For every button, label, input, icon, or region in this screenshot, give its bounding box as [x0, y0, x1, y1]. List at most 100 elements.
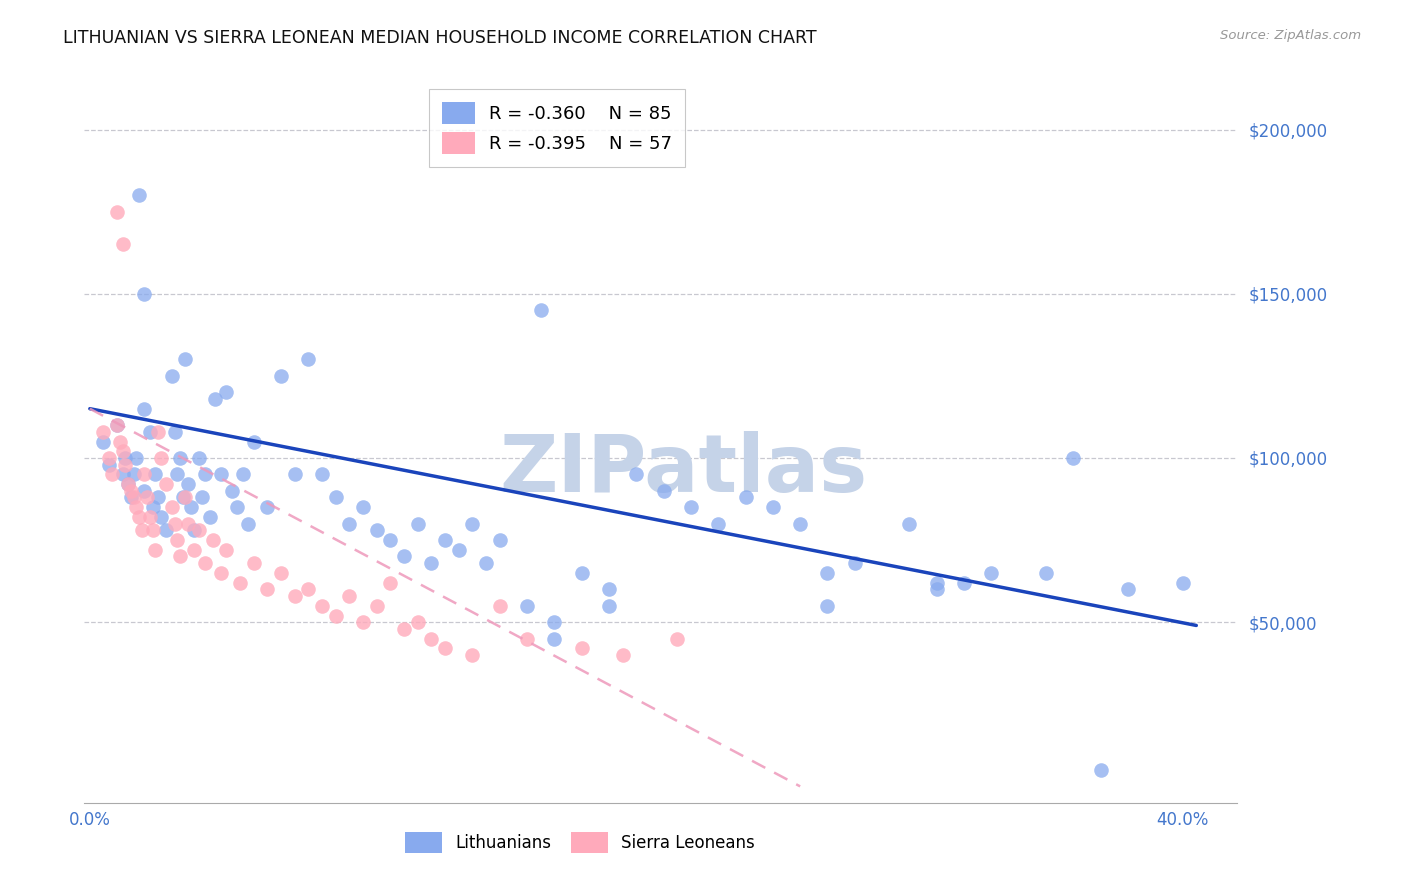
- Point: [1062, 450, 1084, 465]
- Point: [337, 516, 360, 531]
- Point: [111, 444, 134, 458]
- Point: [284, 467, 307, 482]
- Point: [1035, 566, 1057, 580]
- Point: [114, 458, 136, 472]
- Point: [392, 622, 415, 636]
- Point: [193, 467, 215, 482]
- Point: [160, 500, 183, 515]
- Point: [543, 615, 565, 630]
- Point: [242, 434, 264, 449]
- Text: ZIPatlas: ZIPatlas: [499, 432, 868, 509]
- Point: [571, 641, 593, 656]
- Point: [488, 533, 510, 547]
- Point: [953, 575, 976, 590]
- Point: [209, 566, 232, 580]
- Point: [97, 450, 120, 465]
- Point: [598, 582, 620, 597]
- Point: [134, 467, 156, 482]
- Point: [297, 352, 319, 367]
- Point: [105, 204, 128, 219]
- Point: [433, 533, 456, 547]
- Point: [366, 599, 388, 613]
- Point: [134, 483, 156, 498]
- Point: [325, 608, 347, 623]
- Point: [844, 556, 866, 570]
- Point: [100, 467, 122, 482]
- Point: [172, 491, 194, 505]
- Point: [626, 467, 648, 482]
- Point: [136, 491, 159, 505]
- Point: [174, 491, 197, 505]
- Point: [215, 542, 238, 557]
- Point: [311, 467, 333, 482]
- Point: [352, 500, 374, 515]
- Point: [925, 575, 948, 590]
- Point: [734, 491, 756, 505]
- Point: [366, 523, 388, 537]
- Point: [475, 556, 498, 570]
- Point: [145, 467, 167, 482]
- Point: [270, 368, 292, 383]
- Point: [146, 491, 169, 505]
- Point: [93, 425, 115, 439]
- Point: [93, 434, 115, 449]
- Point: [420, 632, 443, 646]
- Point: [188, 450, 211, 465]
- Point: [117, 477, 139, 491]
- Point: [1090, 763, 1112, 777]
- Point: [232, 467, 254, 482]
- Point: [174, 352, 197, 367]
- Point: [209, 467, 232, 482]
- Point: [198, 510, 221, 524]
- Point: [238, 516, 260, 531]
- Point: [980, 566, 1002, 580]
- Point: [146, 425, 169, 439]
- Point: [111, 237, 134, 252]
- Point: [120, 491, 142, 505]
- Point: [128, 510, 150, 524]
- Point: [166, 467, 188, 482]
- Point: [1171, 575, 1194, 590]
- Point: [406, 615, 429, 630]
- Point: [516, 632, 538, 646]
- Point: [191, 491, 214, 505]
- Point: [925, 582, 948, 597]
- Point: [155, 523, 177, 537]
- Point: [125, 500, 148, 515]
- Point: [149, 510, 172, 524]
- Point: [380, 533, 402, 547]
- Text: LITHUANIAN VS SIERRA LEONEAN MEDIAN HOUSEHOLD INCOME CORRELATION CHART: LITHUANIAN VS SIERRA LEONEAN MEDIAN HOUS…: [63, 29, 817, 47]
- Point: [177, 477, 200, 491]
- Point: [145, 542, 167, 557]
- Point: [201, 533, 224, 547]
- Point: [215, 385, 238, 400]
- Point: [125, 450, 148, 465]
- Point: [817, 599, 839, 613]
- Point: [679, 500, 702, 515]
- Point: [134, 286, 156, 301]
- Point: [149, 450, 172, 465]
- Point: [461, 648, 484, 662]
- Point: [543, 632, 565, 646]
- Point: [131, 523, 153, 537]
- Point: [160, 368, 183, 383]
- Point: [105, 418, 128, 433]
- Point: [1116, 582, 1139, 597]
- Point: [229, 575, 252, 590]
- Point: [183, 542, 205, 557]
- Point: [117, 477, 139, 491]
- Point: [105, 418, 128, 433]
- Point: [666, 632, 689, 646]
- Point: [392, 549, 415, 564]
- Point: [530, 303, 553, 318]
- Point: [139, 510, 162, 524]
- Point: [169, 450, 191, 465]
- Point: [111, 467, 134, 482]
- Point: [516, 599, 538, 613]
- Point: [166, 533, 188, 547]
- Point: [256, 582, 278, 597]
- Point: [707, 516, 730, 531]
- Point: [163, 516, 186, 531]
- Point: [226, 500, 249, 515]
- Point: [183, 523, 205, 537]
